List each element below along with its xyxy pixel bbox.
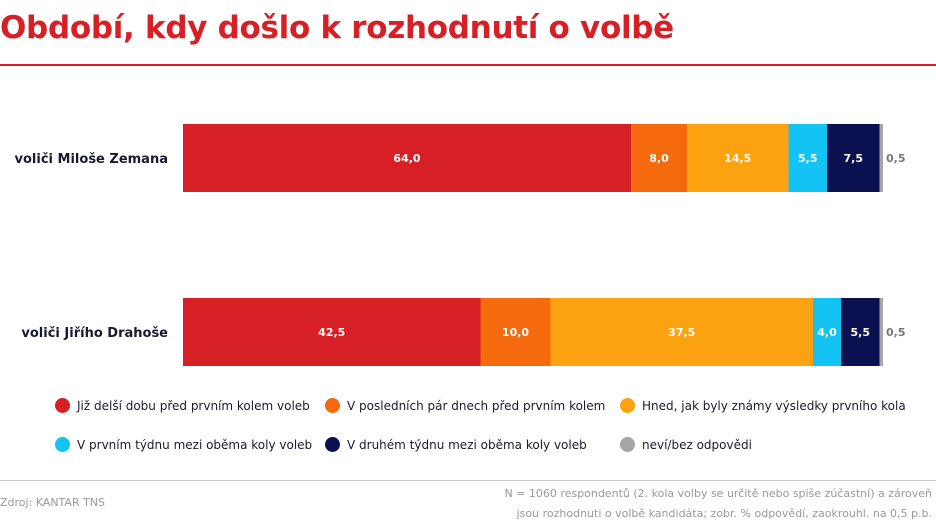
legend-swatch <box>620 398 635 413</box>
methodology-note-line: jsou rozhodnuti o volbě kandidáta; zobr.… <box>516 507 932 520</box>
bar-segment-volici-jiriho-drahose-4 <box>813 298 841 366</box>
bar-segment-volici-milose-zemana-4 <box>788 124 827 192</box>
value-label-volici-jiriho-drahose-2: 10,0 <box>502 326 529 339</box>
bar-segment-volici-milose-zemana-1 <box>183 124 631 192</box>
methodology-note: N = 1060 respondentů (2. kola volby se u… <box>504 484 932 524</box>
legend-swatch <box>325 398 340 413</box>
value-label-volici-milose-zemana-3: 14,5 <box>724 152 751 165</box>
page-title: Období, kdy došlo k rozhodnutí o volbě <box>0 10 674 46</box>
value-label-volici-jiriho-drahose-6: 0,5 <box>886 326 906 339</box>
legend-swatch <box>620 437 635 452</box>
legend-swatch <box>55 398 70 413</box>
value-label-volici-jiriho-drahose-3: 37,5 <box>668 326 695 339</box>
value-label-volici-milose-zemana-5: 7,5 <box>844 152 864 165</box>
methodology-note-line: N = 1060 respondentů (2. kola volby se u… <box>504 487 932 500</box>
bar-segment-volici-jiriho-drahose-3 <box>550 298 813 366</box>
value-label-volici-milose-zemana-1: 64,0 <box>393 152 420 165</box>
legend-item-5: V druhém týdnu mezi oběma koly voleb <box>325 437 587 452</box>
bar-segment-volici-milose-zemana-6 <box>879 124 883 192</box>
legend-swatch <box>55 437 70 452</box>
value-label-volici-milose-zemana-6: 0,5 <box>886 152 906 165</box>
bar-segment-volici-jiriho-drahose-5 <box>841 298 880 366</box>
category-label-volici-milose-zemana: voliči Miloše Zemana <box>15 152 168 167</box>
legend-label: V posledních pár dnech před prvním kolem <box>347 398 606 413</box>
legend-item-6: neví/bez odpovědi <box>620 437 752 452</box>
legend-label: V prvním týdnu mezi oběma koly voleb <box>77 437 313 452</box>
value-label-volici-milose-zemana-4: 5,5 <box>798 152 818 165</box>
legend-item-3: Hned, jak byly známy výsledky prvního ko… <box>620 398 906 413</box>
legend-label: V druhém týdnu mezi oběma koly voleb <box>347 437 587 452</box>
category-label-volici-jiriho-drahose: voliči Jiřího Drahoše <box>21 326 168 341</box>
legend-label: neví/bez odpovědi <box>642 437 752 452</box>
bar-segment-volici-jiriho-drahose-2 <box>480 298 551 366</box>
bar-segment-volici-milose-zemana-5 <box>827 124 880 192</box>
value-label-volici-milose-zemana-2: 8,0 <box>649 152 669 165</box>
legend-label: Hned, jak byly známy výsledky prvního ko… <box>642 398 906 413</box>
footer-divider <box>0 480 936 481</box>
bar-segment-volici-jiriho-drahose-6 <box>879 298 883 366</box>
value-label-volici-jiriho-drahose-4: 4,0 <box>817 326 837 339</box>
bar-segment-volici-milose-zemana-2 <box>631 124 687 192</box>
stacked-bar-chart: voliči Miloše Zemana 64,0 8,0 14,5 5,5 7,5 0,5… <box>15 124 906 366</box>
legend-swatch <box>325 437 340 452</box>
legend-item-2: V posledních pár dnech před prvním kolem <box>325 398 605 413</box>
legend-label: Již delší dobu před prvním kolem voleb <box>77 398 310 413</box>
legend-item-4: V prvním týdnu mezi oběma koly voleb <box>55 437 312 452</box>
value-label-volici-jiriho-drahose-5: 5,5 <box>851 326 871 339</box>
title-divider <box>0 64 936 66</box>
source-note: Zdroj: KANTAR TNS <box>0 496 106 509</box>
bar-segment-volici-jiriho-drahose-1 <box>183 298 481 366</box>
value-label-volici-jiriho-drahose-1: 42,5 <box>318 326 345 339</box>
legend-item-1: Již delší dobu před prvním kolem voleb <box>55 398 310 413</box>
bar-segment-volici-milose-zemana-3 <box>687 124 789 192</box>
